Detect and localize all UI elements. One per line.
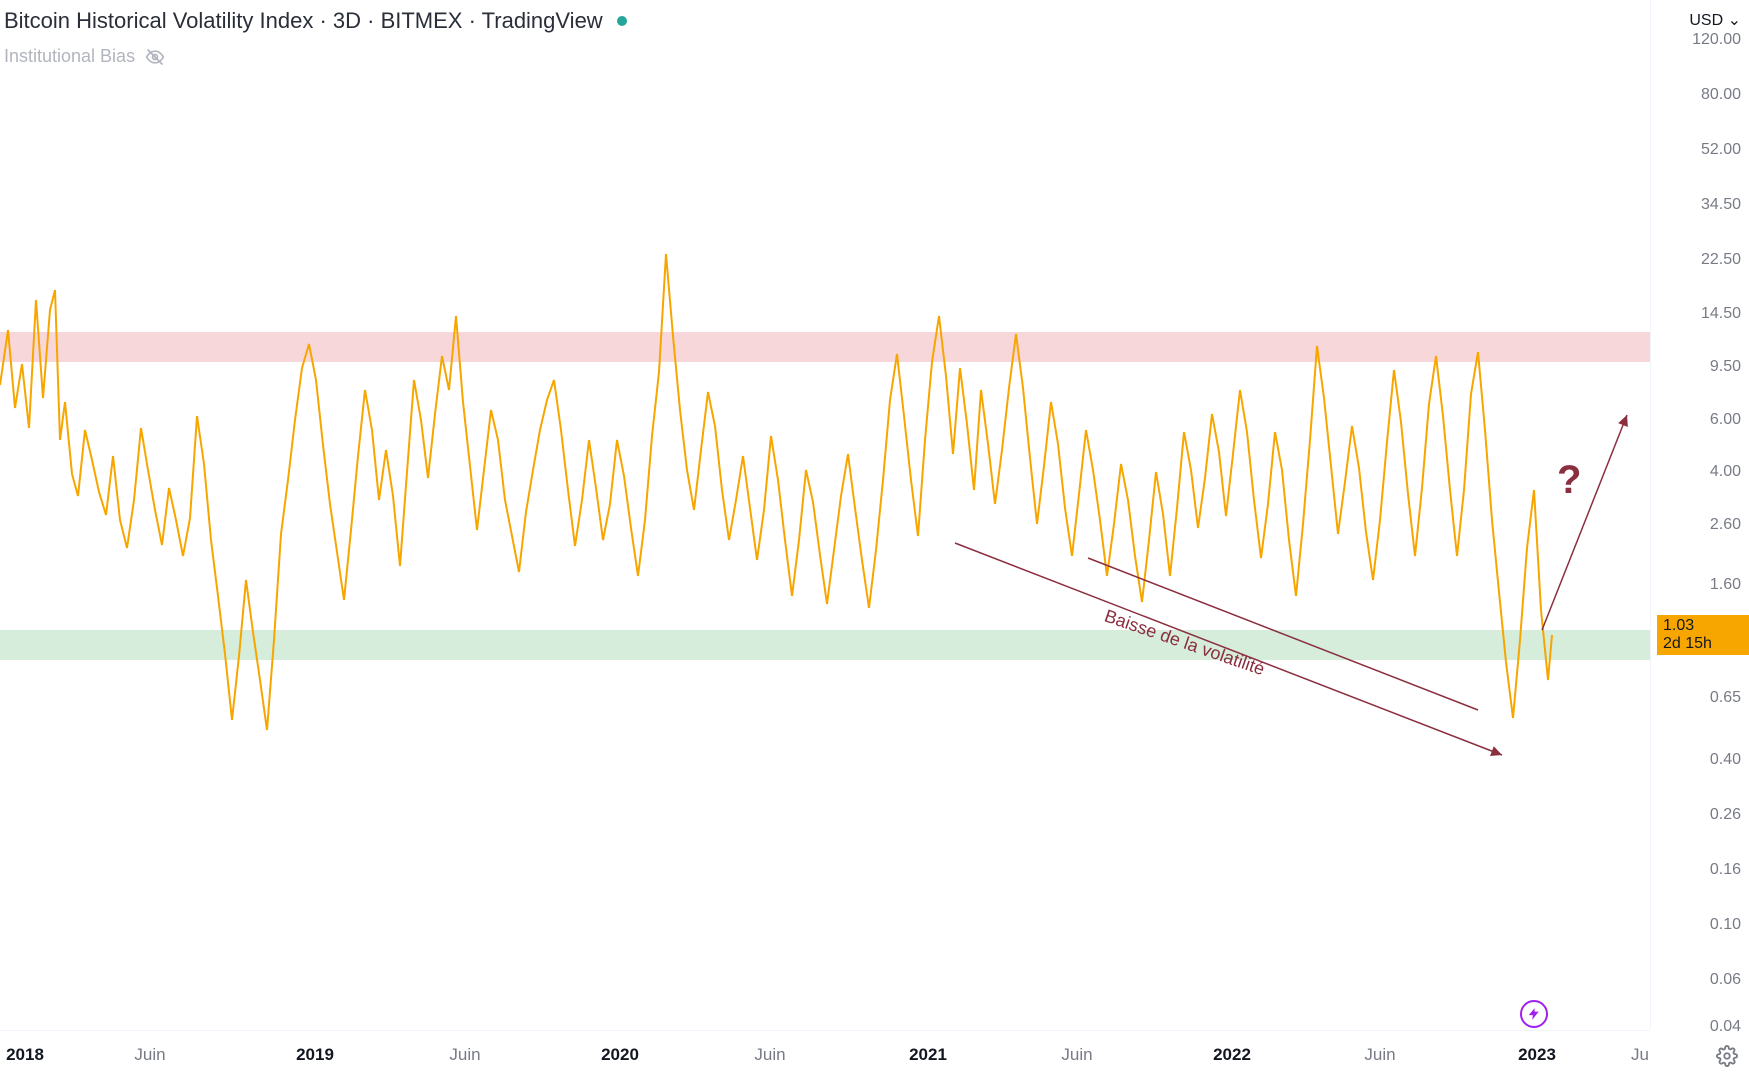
gear-icon: [1716, 1045, 1738, 1067]
projection-arrow-line: [1542, 415, 1627, 630]
volatility-series: [0, 254, 1552, 730]
settings-button[interactable]: [1713, 1042, 1741, 1070]
x-tick: 2018: [6, 1045, 44, 1065]
y-tick: 0.65: [1710, 689, 1741, 707]
currency-selector[interactable]: USD ⌄: [1689, 10, 1741, 30]
x-tick: 2019: [296, 1045, 334, 1065]
question-mark-annotation: ?: [1557, 458, 1581, 503]
price-countdown: 2d 15h: [1663, 635, 1743, 653]
x-tick: 2023: [1518, 1045, 1556, 1065]
y-axis[interactable]: USD ⌄ 120.00 80.00 52.00 34.50 22.50 14.50 9.5…: [1650, 0, 1749, 1030]
y-tick: 52.00: [1701, 141, 1741, 159]
y-tick: 0.40: [1710, 751, 1741, 769]
x-tick: 2021: [909, 1045, 947, 1065]
price-value: 1.03: [1663, 617, 1743, 635]
y-tick: 0.16: [1710, 861, 1741, 879]
chart-canvas[interactable]: Baisse de la volatilité ?: [0, 0, 1650, 1030]
y-tick: 1.60: [1710, 576, 1741, 594]
x-tick: 2020: [601, 1045, 639, 1065]
y-tick: 0.04: [1710, 1018, 1741, 1036]
y-tick: 14.50: [1701, 305, 1741, 323]
chart-svg: [0, 0, 1650, 1030]
current-price-label: 1.03 2d 15h: [1657, 615, 1749, 655]
x-axis[interactable]: 2018 Juin 2019 Juin 2020 Juin 2021 Juin 2022 Juin…: [0, 1030, 1650, 1080]
y-tick: 120.00: [1692, 31, 1741, 49]
y-tick: 80.00: [1701, 86, 1741, 104]
y-tick: 0.06: [1710, 971, 1741, 989]
y-tick: 22.50: [1701, 251, 1741, 269]
lightning-icon: [1527, 1007, 1541, 1021]
y-tick: 2.60: [1710, 516, 1741, 534]
y-tick: 9.50: [1710, 358, 1741, 376]
x-tick: 2022: [1213, 1045, 1251, 1065]
x-tick: Juin: [1061, 1045, 1092, 1065]
y-tick: 0.10: [1710, 916, 1741, 934]
x-tick: Juin: [134, 1045, 165, 1065]
x-tick: Juin: [449, 1045, 480, 1065]
y-tick: 34.50: [1701, 196, 1741, 214]
x-tick: Juin: [1364, 1045, 1395, 1065]
x-tick: Juin: [754, 1045, 785, 1065]
lightning-button[interactable]: [1520, 1000, 1548, 1028]
y-tick: 6.00: [1710, 411, 1741, 429]
x-tick: Ju: [1631, 1045, 1649, 1065]
y-tick: 4.00: [1710, 463, 1741, 481]
y-tick: 0.26: [1710, 806, 1741, 824]
